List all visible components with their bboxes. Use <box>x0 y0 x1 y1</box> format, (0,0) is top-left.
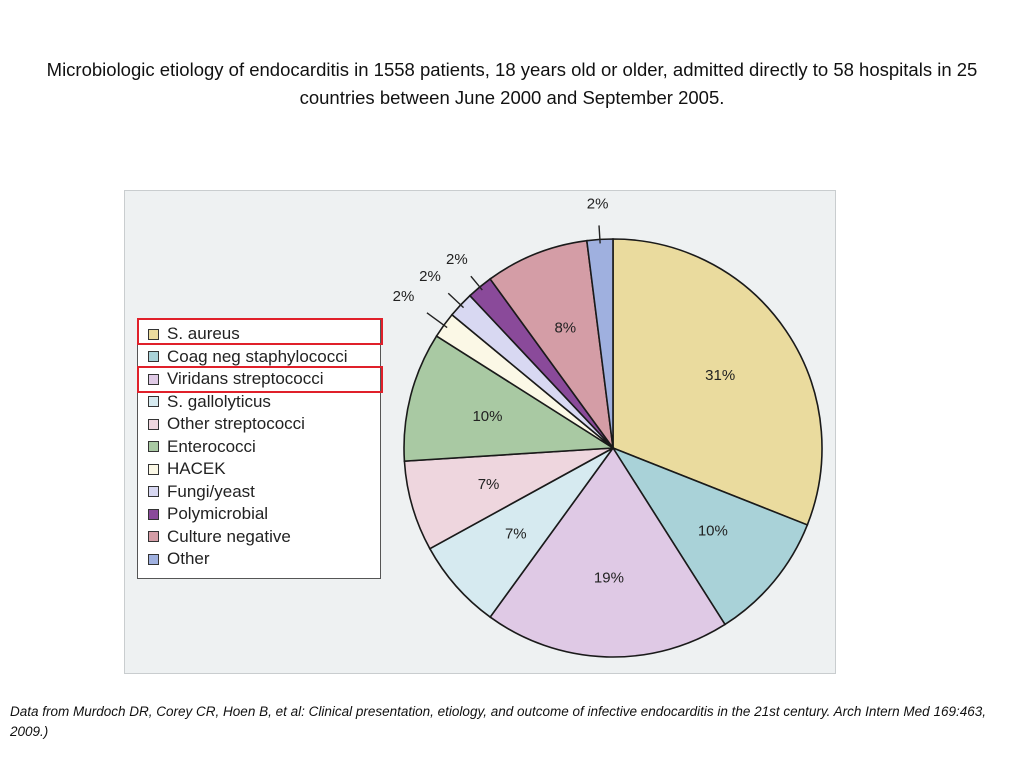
highlight-box-viridans-streptococci <box>137 366 383 393</box>
leader-line-other <box>598 225 601 244</box>
legend-item-other: Other <box>148 548 210 570</box>
pie-slice-coag-neg-staphylococci <box>611 446 809 626</box>
leader-line-polymicrobial <box>470 275 483 291</box>
slice-label-culture-negative: 8% <box>554 320 576 337</box>
legend-label-other: Other <box>167 549 210 568</box>
slice-label-coag-neg-staphylococci: 10% <box>698 523 728 540</box>
legend-item-viridans-streptococci: Viridans streptococci <box>148 368 324 390</box>
slice-label-enterococci: 10% <box>472 408 502 425</box>
legend-label-enterococci: Enterococci <box>167 436 256 456</box>
legend-swatch-viridans-streptococci <box>148 373 159 385</box>
legend-swatch-polymicrobial <box>148 508 159 520</box>
slice-label-polymicrobial: 2% <box>446 251 468 268</box>
slide-title: Microbiologic etiology of endocarditis i… <box>46 59 978 108</box>
chart-legend: S. aureus Coag neg staphylococci Viridans … <box>137 319 381 579</box>
slice-label-other: 2% <box>587 195 609 212</box>
pie-slice-enterococci <box>403 334 616 462</box>
legend-item-s-aureus: S. aureus <box>148 323 240 345</box>
leader-line-hacek <box>426 312 448 329</box>
legend-swatch-enterococci <box>148 441 159 452</box>
legend-label-culture-negative: Culture negative <box>167 526 291 546</box>
source-citation: Data from Murdoch DR, Corey CR, Hoen B, … <box>10 704 986 739</box>
legend-item-fungi-yeast: Fungi/yeast <box>148 481 255 503</box>
slice-label-fungi-yeast: 2% <box>419 268 441 285</box>
leader-line-fungi-yeast <box>447 292 465 309</box>
legend-swatch-s-aureus <box>148 328 159 340</box>
legend-item-polymicrobial: Polymicrobial <box>148 503 268 525</box>
legend-item-other-streptococci: Other streptococci <box>148 413 305 435</box>
legend-item-enterococci: Enterococci <box>148 436 256 458</box>
legend-swatch-coag-neg-staphylococci <box>148 351 159 362</box>
slice-label-other-streptococci: 7% <box>478 476 500 493</box>
legend-item-coag-neg-staphylococci: Coag neg staphylococci <box>148 346 348 368</box>
legend-swatch-culture-negative <box>148 531 159 542</box>
legend-swatch-hacek <box>148 463 159 475</box>
legend-label-other-streptococci: Other streptococci <box>167 414 305 433</box>
legend-label-s-aureus: S. aureus <box>167 324 240 343</box>
legend-label-coag-neg-staphylococci: Coag neg staphylococci <box>167 346 348 366</box>
slice-label-s-gallolyticus: 7% <box>505 526 527 543</box>
legend-label-s-gallolyticus: S. gallolyticus <box>167 391 271 411</box>
legend-swatch-other-streptococci <box>148 418 159 430</box>
legend-swatch-s-gallolyticus <box>148 396 159 407</box>
legend-swatch-other <box>148 553 159 565</box>
pie-slice-culture-negative <box>489 239 614 449</box>
legend-label-hacek: HACEK <box>167 459 226 478</box>
legend-label-fungi-yeast: Fungi/yeast <box>167 481 255 501</box>
legend-item-s-gallolyticus: S. gallolyticus <box>148 391 271 413</box>
pie-slice-s-aureus <box>612 238 823 526</box>
slice-label-hacek: 2% <box>393 288 415 305</box>
slice-label-s-aureus: 31% <box>705 367 735 384</box>
legend-item-culture-negative: Culture negative <box>148 526 291 548</box>
slice-label-viridans-streptococci: 19% <box>594 570 624 587</box>
legend-label-polymicrobial: Polymicrobial <box>167 504 269 523</box>
pie-slice-viridans-streptococci <box>489 446 727 658</box>
legend-item-hacek: HACEK <box>148 458 226 480</box>
legend-label-viridans-streptococci: Viridans streptococci <box>167 369 324 388</box>
legend-swatch-fungi-yeast <box>148 486 159 497</box>
highlight-box-s-aureus <box>137 318 383 345</box>
